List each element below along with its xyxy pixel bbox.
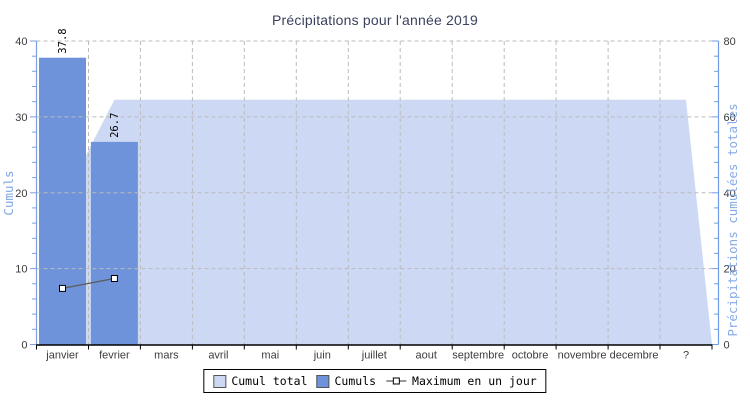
x-axis-label-fevrier: fevrier (99, 350, 130, 362)
x-axis-label-aout: aout (415, 350, 436, 362)
right-axis-tick-label: 20 (724, 264, 736, 276)
bar-value-label: 26.7 (109, 113, 121, 138)
x-axis-label-septembre: septembre (452, 350, 504, 362)
right-axis-tick-label: 80 (724, 36, 736, 48)
legend-label: Maximum en un jour (412, 374, 537, 388)
legend-item-cumuls: Cumuls (316, 374, 377, 388)
right-axis-title: Précipitations cumulées totales (725, 103, 740, 336)
chart-title: Précipitations pour l'année 2019 (272, 12, 478, 28)
line-marker-glyph-icon (386, 377, 407, 385)
x-axis-label-novembre: novembre (558, 350, 607, 362)
marker-point-0 (59, 284, 66, 292)
legend-item-cumul-total: Cumul total (213, 374, 308, 388)
x-axis-label-octobre: octobre (512, 350, 549, 362)
line-maximum-en-un-jour (62, 277, 115, 289)
bar-swatch-icon (316, 374, 330, 388)
right-axis-tick-label: 0 (724, 340, 730, 352)
chart-legend: Cumul total Cumuls Maximum en un jour (203, 369, 547, 393)
left-axis-tick-label: 20 (15, 188, 27, 200)
x-axis-label-mars: mars (154, 350, 179, 362)
x-axis-label-?: ? (683, 350, 689, 362)
bar-janvier (39, 57, 86, 345)
bar-value-label: 37.8 (57, 28, 69, 53)
right-axis-tick-label: 60 (724, 112, 736, 124)
left-axis-title: Cumuls (1, 170, 16, 215)
x-axis-label-avril: avril (208, 350, 228, 362)
x-axis-label-mai: mai (261, 350, 279, 362)
right-axis-tick-label: 40 (724, 188, 736, 200)
legend-label: Cumul total (231, 374, 308, 388)
left-axis-tick-label: 40 (15, 36, 27, 48)
left-axis-tick-label: 30 (15, 112, 27, 124)
x-axis-label-janvier: janvier (45, 350, 79, 362)
bar-fevrier (90, 141, 138, 345)
area-cumul-total (62, 99, 712, 345)
x-axis-label-juillet: juillet (361, 350, 387, 362)
left-axis-tick-label: 10 (15, 264, 27, 276)
left-axis-tick-label: 0 (21, 340, 27, 352)
area-swatch-icon (213, 374, 227, 388)
legend-label: Cumuls (334, 374, 377, 388)
marker-point-1 (110, 275, 118, 282)
x-axis-label-juin: juin (313, 350, 331, 362)
legend-item-maximum: Maximum en un jour (385, 374, 537, 388)
x-axis-label-decembre: decembre (610, 350, 659, 362)
